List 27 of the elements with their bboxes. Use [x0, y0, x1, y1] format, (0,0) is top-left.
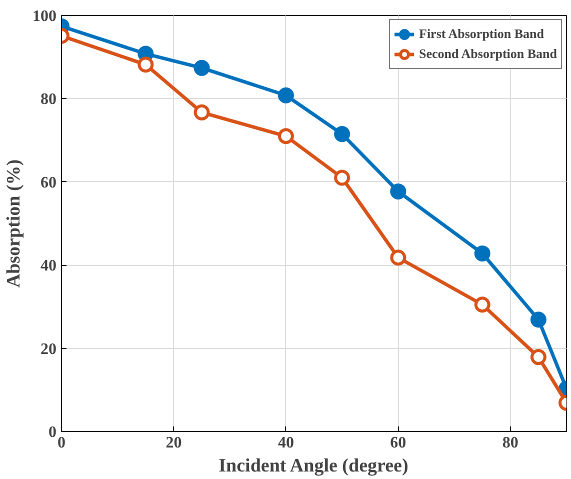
point — [390, 183, 406, 200]
point — [278, 87, 294, 104]
legend-label: First Absorption Band — [419, 26, 544, 42]
y-tick-label: 20 — [40, 340, 56, 358]
x-tick-label: 20 — [166, 434, 182, 452]
x-tick-label: 60 — [390, 434, 406, 452]
y-tick-label: 100 — [32, 8, 56, 25]
point — [474, 296, 490, 313]
point — [194, 104, 210, 120]
point — [334, 170, 350, 186]
point — [334, 126, 350, 142]
point — [278, 128, 294, 144]
point — [530, 312, 546, 328]
x-axis-title: Incident Angle (degree) — [218, 456, 408, 476]
point — [474, 245, 490, 262]
y-tick-label: 80 — [40, 91, 56, 108]
point — [138, 56, 154, 73]
y-tick-label: 0 — [48, 424, 56, 441]
point — [194, 60, 210, 76]
y-axis-title: Absorption (%) — [4, 159, 24, 288]
x-tick-label: 80 — [502, 434, 518, 452]
point — [390, 250, 406, 266]
point — [530, 349, 546, 366]
legend-label: Second Absorption Band — [419, 46, 557, 62]
y-tick-label: 60 — [40, 174, 56, 192]
x-tick-label: 40 — [278, 434, 294, 452]
y-tick-label: 40 — [40, 258, 56, 275]
